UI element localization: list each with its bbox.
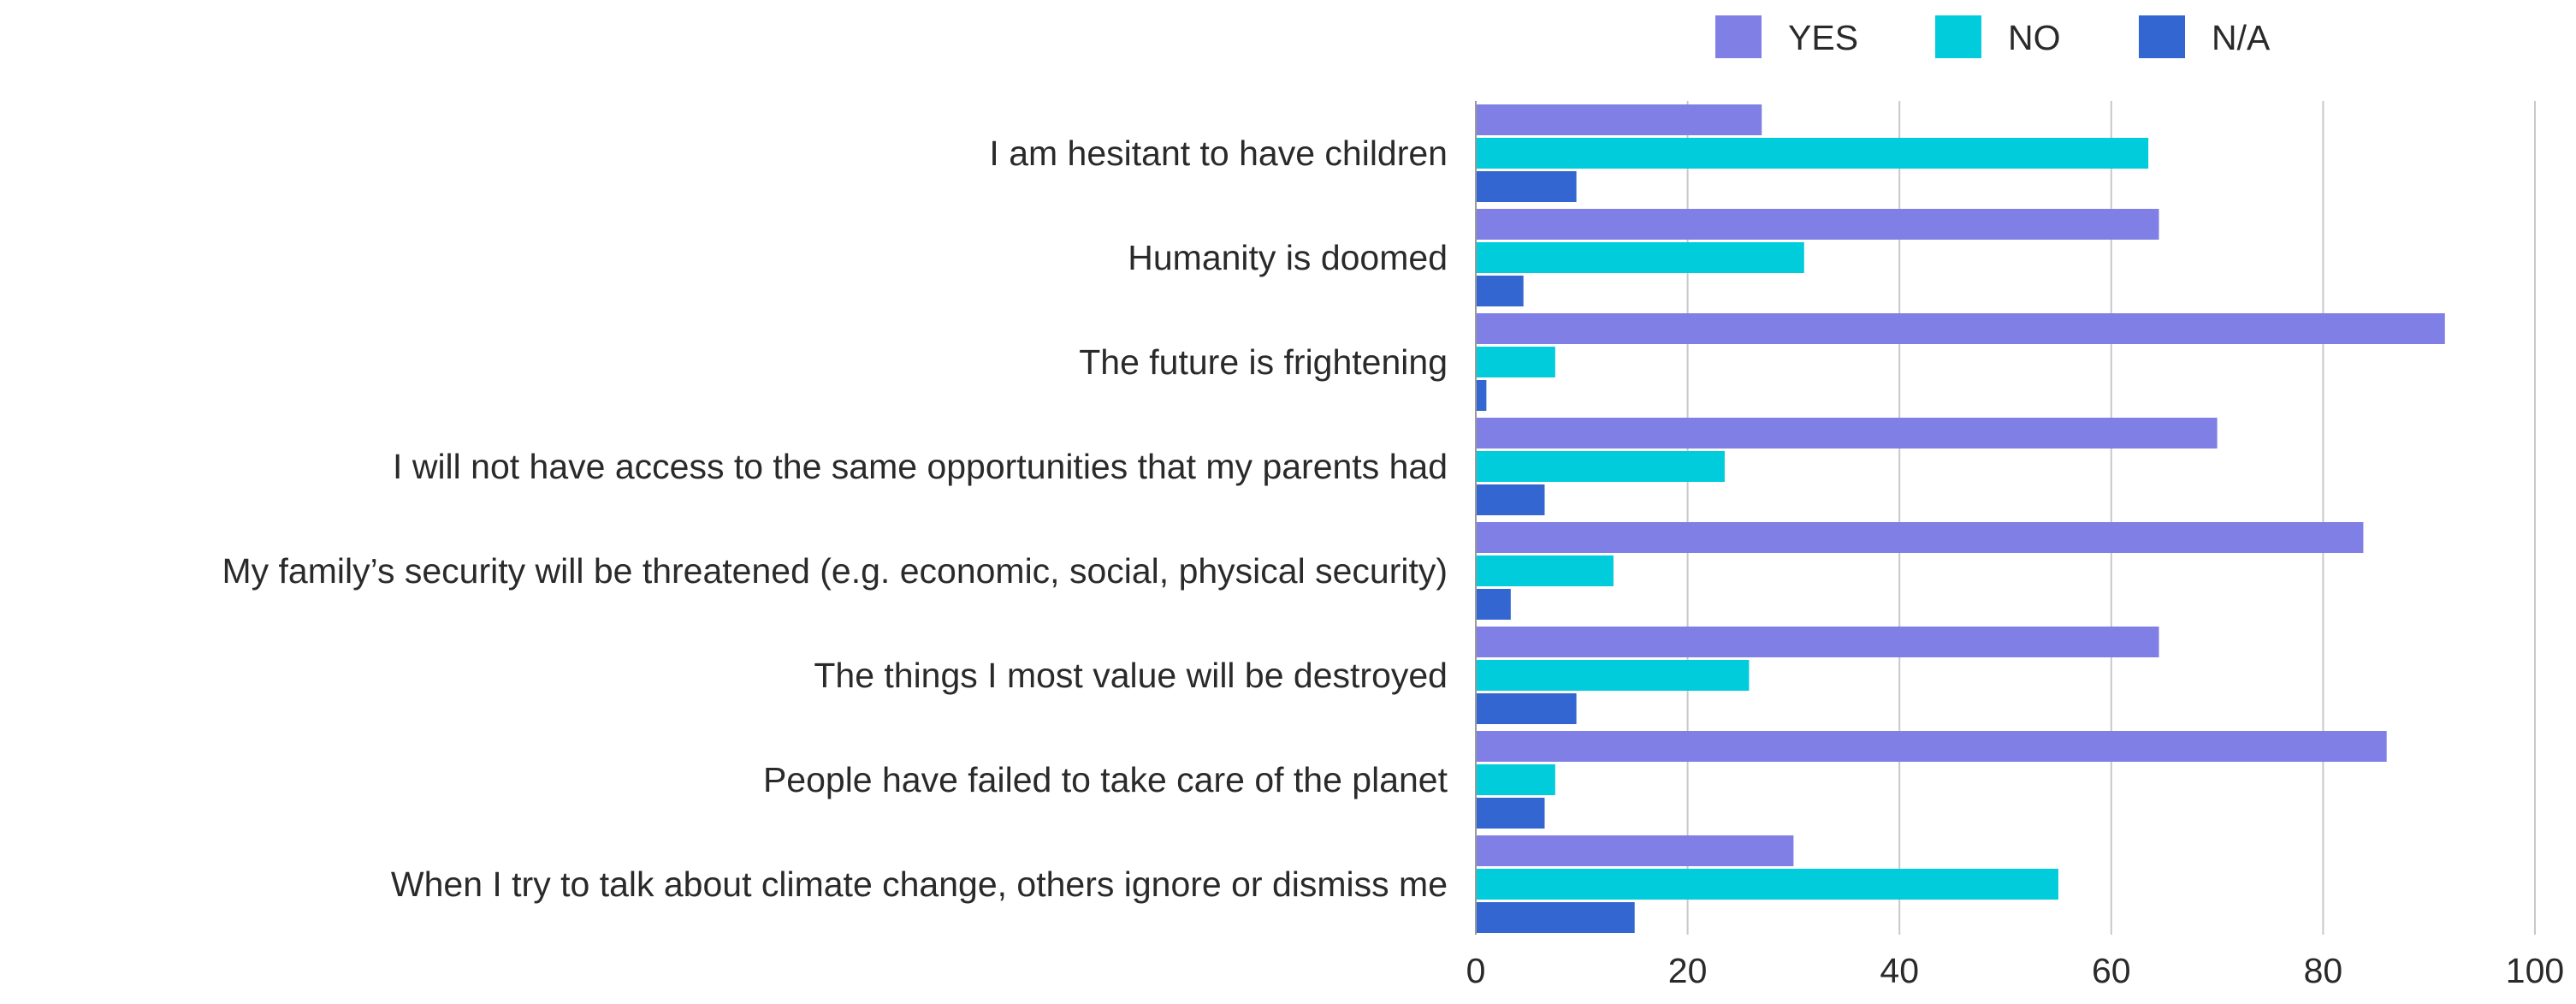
bar-yes-3 — [1477, 313, 2445, 344]
bar-no-5 — [1477, 555, 1614, 586]
legend-swatch-yes — [1715, 15, 1762, 58]
gridlines — [1686, 101, 2536, 935]
bar-yes-6 — [1477, 627, 2159, 657]
x-tick-label: 40 — [1880, 951, 1919, 990]
bar-no-2 — [1477, 242, 1804, 273]
bar-no-8 — [1477, 869, 2058, 900]
x-tick-label: 60 — [2092, 951, 2131, 990]
legend-label: NO — [2008, 18, 2061, 57]
bar-yes-1 — [1477, 104, 1762, 135]
x-tick-label: 100 — [2506, 951, 2564, 990]
x-tick-label: 20 — [1668, 951, 1708, 990]
category-label: The future is frightening — [1079, 342, 1448, 382]
bar-na-7 — [1477, 798, 1545, 829]
legend-label: N/A — [2212, 18, 2271, 57]
bars — [1477, 104, 2445, 933]
bar-yes-7 — [1477, 731, 2387, 762]
bar-na-4 — [1477, 484, 1545, 515]
category-label: My family’s security will be threatened … — [222, 551, 1448, 591]
category-label: I am hesitant to have children — [989, 134, 1448, 173]
category-labels: I am hesitant to have children Humanity i… — [222, 134, 1448, 904]
category-label: Humanity is doomed — [1128, 238, 1448, 277]
category-label: I will not have access to the same oppor… — [393, 447, 1448, 486]
bar-no-1 — [1477, 138, 2149, 169]
x-tick-label: 80 — [2304, 951, 2343, 990]
bar-na-3 — [1477, 380, 1487, 411]
bar-na-6 — [1477, 693, 1577, 724]
x-tick-label: 0 — [1466, 951, 1486, 990]
bar-yes-5 — [1477, 522, 2364, 553]
category-label: The things I most value will be destroye… — [814, 656, 1448, 695]
bar-na-8 — [1477, 902, 1635, 933]
bar-no-7 — [1477, 764, 1555, 795]
legend-swatch-na — [2139, 15, 2185, 58]
bar-yes-8 — [1477, 835, 1794, 866]
x-tick-labels: 0 20 40 60 80 100 — [1466, 951, 2565, 990]
bar-yes-2 — [1477, 209, 2159, 240]
bar-no-6 — [1477, 660, 1750, 691]
bar-na-1 — [1477, 171, 1577, 202]
legend-label: YES — [1788, 18, 1858, 57]
bar-no-4 — [1477, 451, 1725, 482]
legend-swatch-no — [1935, 15, 1981, 58]
category-label: People have failed to take care of the p… — [763, 760, 1448, 799]
bar-na-2 — [1477, 276, 1524, 306]
bar-yes-4 — [1477, 418, 2218, 449]
category-label: When I try to talk about climate change,… — [391, 864, 1448, 904]
bar-na-5 — [1477, 589, 1511, 620]
legend: YES NO N/A — [1715, 15, 2271, 58]
bar-no-3 — [1477, 347, 1555, 377]
